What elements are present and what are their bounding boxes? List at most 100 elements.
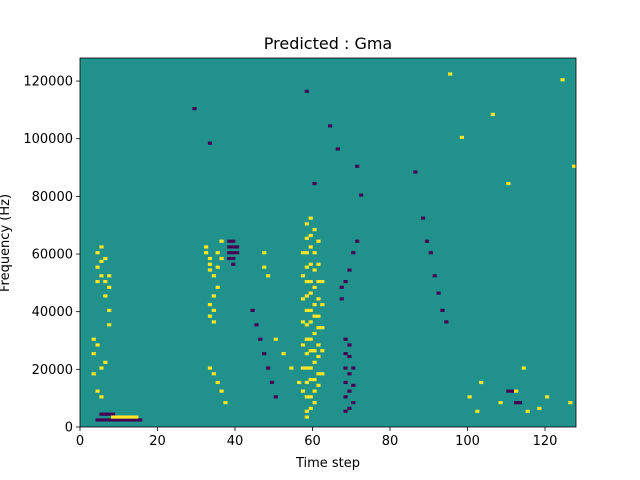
heatmap-cell-low [258, 337, 263, 341]
heatmap-cell-high [219, 389, 224, 393]
heatmap-cell-low [122, 418, 127, 422]
heatmap-cell-low [118, 418, 123, 422]
heatmap-cell-high [99, 395, 104, 399]
heatmap-cell-low [343, 380, 348, 385]
heatmap-cell-low [328, 124, 333, 128]
heatmap-cell-high [103, 256, 108, 261]
heatmap-cell-low [355, 164, 360, 168]
plot-area [79, 57, 577, 428]
y-axis: 0 20000 40000 60000 80000 100000 120000 [23, 75, 80, 436]
heatmap-cell-high [91, 337, 96, 341]
heatmap-cell-high [304, 236, 309, 240]
heatmap-cell-low [343, 337, 348, 341]
heatmap-cell-high [211, 320, 216, 324]
heatmap-cell-high [219, 256, 224, 261]
heatmap-cell-high [207, 303, 213, 307]
heatmap-cell-low [424, 239, 430, 243]
heatmap-cell-low [339, 285, 344, 289]
heatmap-cell-low [114, 418, 120, 422]
heatmap-cell-high [304, 222, 309, 226]
heatmap-cell-low [227, 239, 232, 243]
heatmap-cell-high [320, 326, 325, 330]
heatmap-cell-low [355, 239, 360, 243]
heatmap-cell-high [316, 326, 321, 330]
heatmap-cell-low [351, 366, 356, 370]
heatmap-cell-high [308, 279, 313, 284]
heatmap-cell-high [320, 279, 325, 284]
heatmap-cell-high [223, 401, 228, 405]
heatmap-cell-low [347, 268, 352, 272]
heatmap-cell-low [428, 251, 433, 255]
heatmap-cell-low [506, 389, 511, 393]
heatmap-cell-high [95, 343, 100, 347]
heatmap-cell-high [312, 268, 317, 272]
heatmap-cell-high [572, 164, 577, 168]
heatmap-cell-high [316, 354, 321, 359]
heatmap-cell-high [107, 274, 112, 278]
heatmap-cell-low [351, 251, 356, 255]
heatmap-cell-low [347, 389, 352, 393]
heatmap-cell-low [343, 395, 348, 399]
heatmap-cell-high [312, 285, 317, 289]
heatmap-cell-high [506, 181, 511, 186]
heatmap-cell-low [266, 366, 271, 370]
heatmap-cell-high [130, 415, 135, 419]
heatmap-cell-high [91, 352, 96, 356]
heatmap-cell-high [312, 251, 317, 255]
heatmap-cell-low [99, 412, 104, 416]
x-axis-label: Time step [295, 456, 360, 471]
heatmap-cell-high [207, 262, 213, 266]
heatmap-cell-high [560, 78, 565, 82]
heatmap-cell-high [316, 297, 321, 301]
heatmap-cell-high [211, 372, 216, 376]
y-tick-label: 20000 [32, 363, 73, 378]
heatmap-cell-high [308, 245, 313, 249]
heatmap-cell-high [308, 337, 313, 341]
heatmap-cell-high [118, 415, 123, 419]
heatmap-cell-low [231, 245, 236, 249]
heatmap-cell-high [300, 251, 306, 255]
heatmap-cell-high [545, 395, 550, 399]
heatmap-cell-high [99, 366, 104, 370]
heatmap-cell-low [130, 418, 135, 422]
heatmap-cell-high [103, 294, 108, 298]
heatmap-cell-high [308, 406, 313, 410]
heatmap-cell-low [231, 256, 236, 261]
heatmap-cell-high [300, 274, 306, 278]
heatmap-cell-high [103, 360, 108, 364]
heatmap-cell-high [316, 239, 321, 243]
heatmap-cell-high [122, 415, 127, 419]
heatmap-cell-high [134, 415, 139, 419]
x-tick-label: 100 [455, 434, 480, 449]
heatmap-cell-low [107, 412, 112, 416]
heatmap-cell-high [304, 294, 309, 298]
heatmap-cell-low [436, 291, 441, 295]
heatmap-cell-high [479, 380, 484, 385]
heatmap-cell-high [215, 251, 220, 255]
heatmap-cell-high [316, 314, 321, 318]
heatmap-cell-low [231, 262, 236, 266]
heatmap-cell-low [227, 256, 232, 261]
heatmap-cell-high [99, 245, 104, 249]
heatmap-cell-high [525, 409, 530, 413]
heatmap-cell-low [103, 412, 108, 416]
y-tick-label: 100000 [23, 132, 73, 147]
heatmap-cell-low [111, 418, 116, 422]
heatmap-cell-low [227, 245, 232, 249]
heatmap-cell-high [312, 331, 317, 336]
heatmap-cell-low [107, 418, 112, 422]
heatmap-cell-high [207, 366, 213, 370]
heatmap-cell-high [312, 401, 317, 405]
heatmap-cell-high [568, 401, 573, 405]
heatmap-cell-high [219, 239, 224, 243]
heatmap-cell-high [320, 349, 325, 353]
heatmap-cell-high [467, 395, 472, 399]
heatmap-cell-low [304, 89, 309, 93]
heatmap-cell-low [192, 107, 197, 111]
heatmap-cell-high [95, 251, 100, 255]
heatmap-cell-low [231, 239, 236, 243]
heatmap-cell-high [107, 285, 112, 289]
heatmap-cell-high [521, 366, 526, 370]
heatmap-cell-high [207, 256, 213, 261]
